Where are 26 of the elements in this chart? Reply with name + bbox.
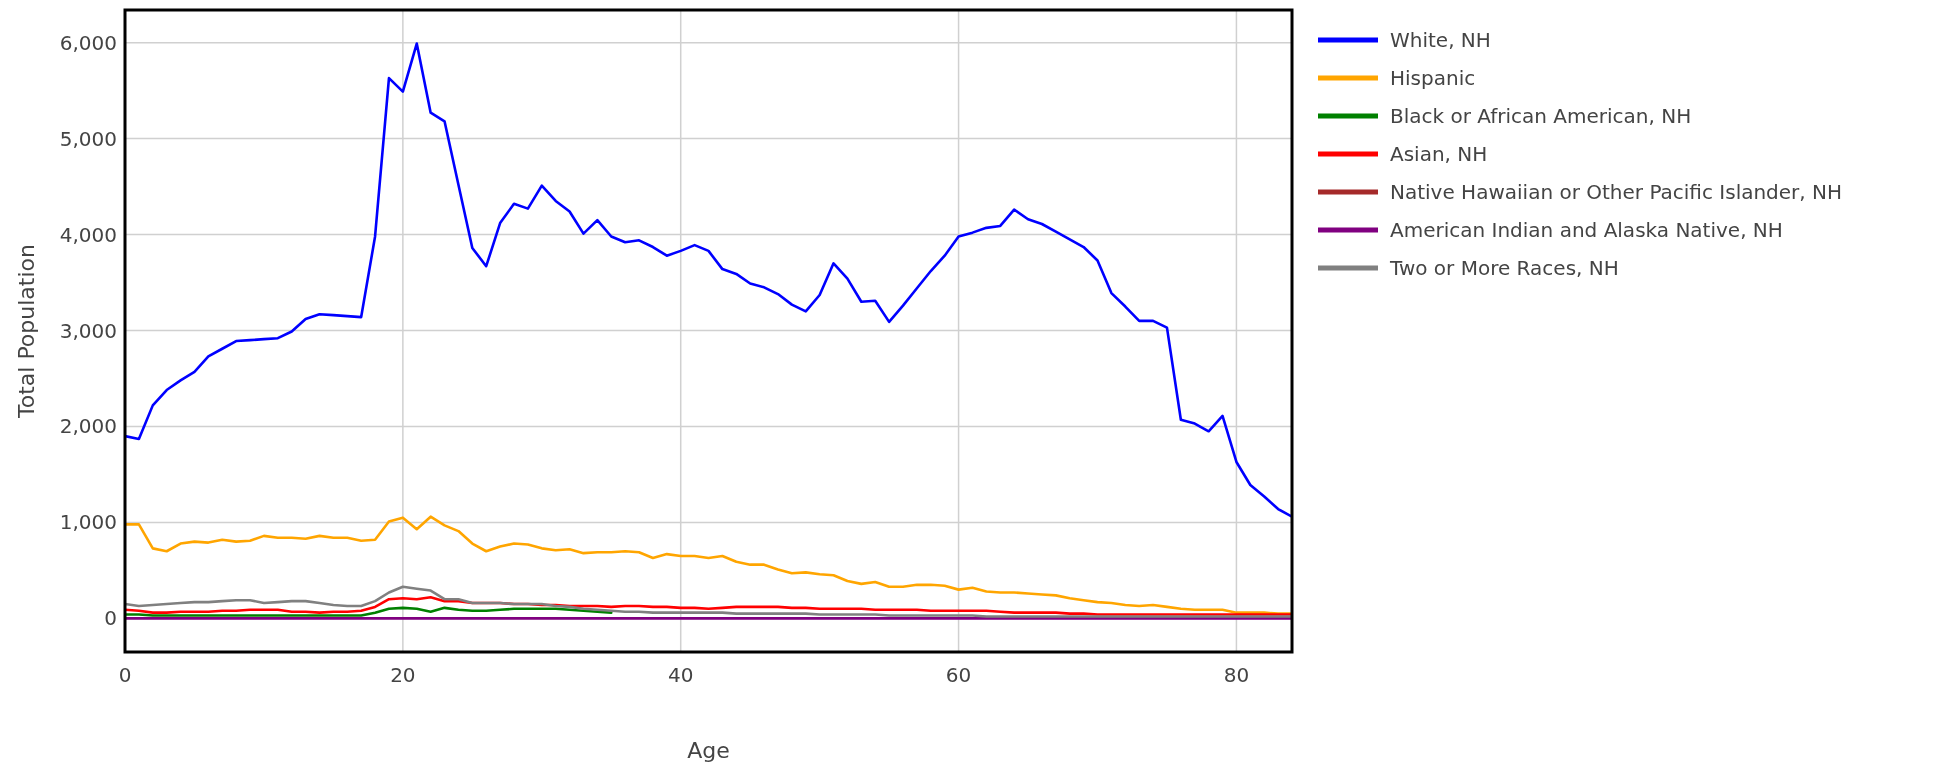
legend-label: Asian, NH xyxy=(1390,142,1488,166)
y-tick-label: 2,000 xyxy=(59,414,117,439)
line-series xyxy=(125,515,1292,615)
x-axis-title: Age xyxy=(687,738,730,763)
x-tick-label: 40 xyxy=(667,663,694,687)
line-series xyxy=(125,42,1292,518)
y-axis-title: Total Population xyxy=(14,244,39,419)
legend-label: Hispanic xyxy=(1390,66,1476,90)
line-series xyxy=(125,606,613,617)
y-tick-label: 4,000 xyxy=(59,222,117,247)
y-tick-label: 0 xyxy=(104,606,117,631)
x-tick-label: 60 xyxy=(945,663,972,687)
legend-label: Native Hawaiian or Other Pacific Islander, NH xyxy=(1390,180,1843,204)
legend-label: American Indian and Alaska Native, NH xyxy=(1390,218,1783,242)
line-series xyxy=(125,596,1292,616)
x-tick-label: 80 xyxy=(1223,663,1250,687)
line-series xyxy=(125,585,1292,618)
y-tick-label: 1,000 xyxy=(59,510,117,535)
legend-label: Two or More Races, NH xyxy=(1389,256,1619,280)
x-tick-label: 20 xyxy=(390,663,416,687)
y-tick-label: 6,000 xyxy=(59,30,117,55)
y-tick-label: 5,000 xyxy=(59,126,117,151)
legend-label: White, NH xyxy=(1390,28,1491,52)
legend-label: Black or African American, NH xyxy=(1390,104,1692,128)
y-tick-label: 3,000 xyxy=(59,318,117,343)
x-tick-label: 0 xyxy=(118,663,132,687)
